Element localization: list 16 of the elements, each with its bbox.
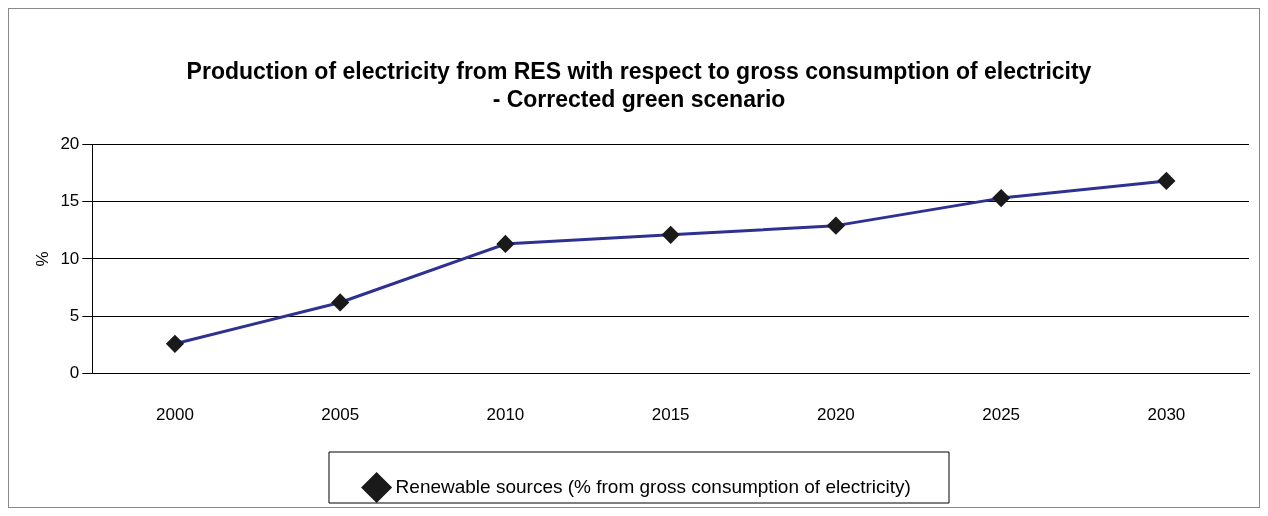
y-tick-label: 15 — [60, 191, 80, 211]
x-tick-label: 2010 — [486, 405, 525, 425]
x-tick-label: 2020 — [816, 405, 855, 425]
x-tick-label: 2005 — [321, 405, 360, 425]
x-tick-label: 2030 — [1147, 405, 1186, 425]
x-tick-label: 2000 — [156, 405, 194, 425]
x-tick-label: 2015 — [651, 405, 690, 425]
x-tick-label: 2025 — [982, 405, 1021, 425]
text: Production of electricity from RES with respect to gross consumption of electricity — [186, 58, 1092, 85]
y-tick-label: 10 — [60, 248, 80, 268]
y-axis-title: % — [32, 251, 52, 267]
y-tick-label: 5 — [69, 305, 80, 325]
text: - Corrected green scenario — [492, 85, 786, 112]
y-tick-label: 20 — [60, 133, 80, 153]
legend-label: Renewable sources (% from gross consumption of electricity) — [395, 475, 911, 497]
y-tick-label: 0 — [69, 363, 80, 383]
